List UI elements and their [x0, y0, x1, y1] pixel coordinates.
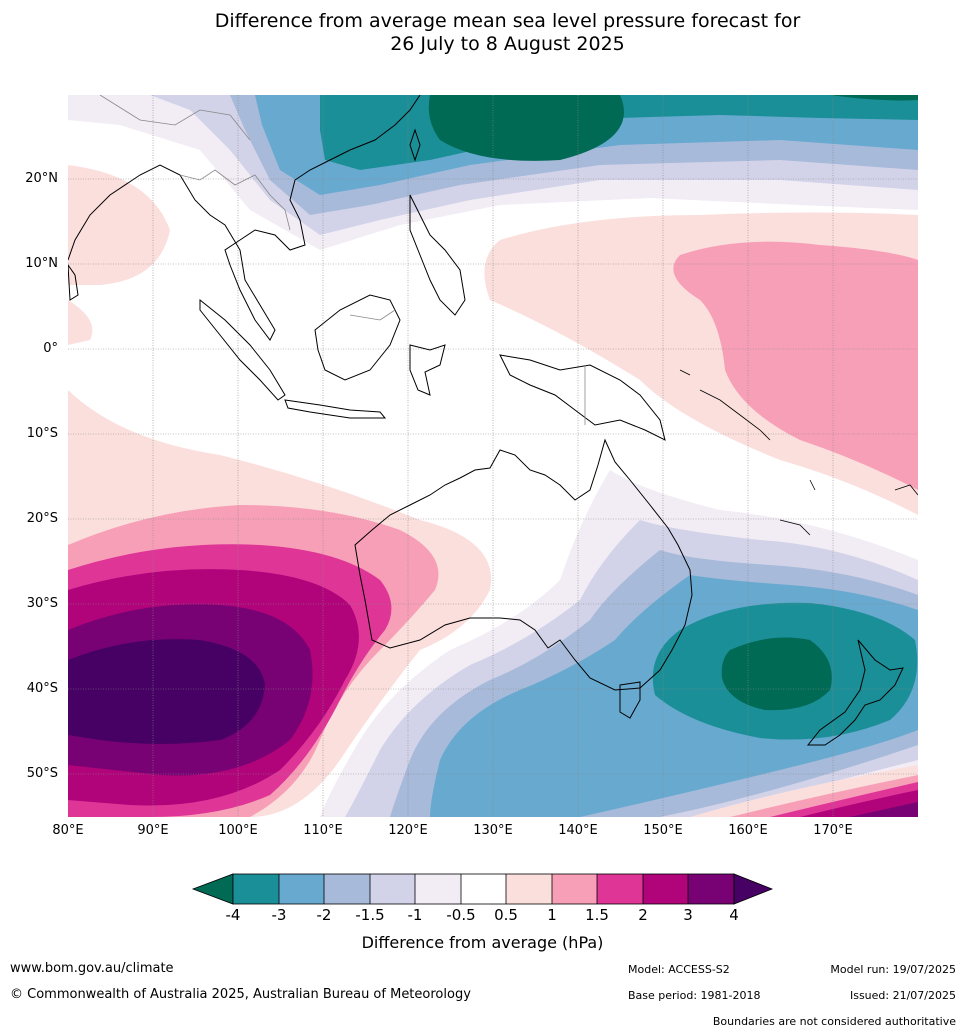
colorbar-tick: 0.5: [494, 906, 518, 924]
coast-australia: [354, 438, 693, 691]
contour-pos4-indian: [68, 639, 265, 744]
contour-pos05-west: [68, 165, 170, 285]
coast-borneo: [314, 294, 401, 381]
colorbar-swatch: [279, 874, 324, 904]
lat-label: 20°S: [26, 511, 58, 526]
colorbar-arrow-high: [733, 873, 774, 905]
lat-label: 10°S: [26, 426, 58, 441]
title-line-1: Difference from average mean sea level p…: [214, 10, 801, 32]
colorbar-swatch: [461, 874, 506, 904]
coast-philippines: [409, 194, 466, 316]
coastlines: [68, 95, 904, 746]
lon-label: 110°E: [303, 823, 343, 838]
contour-neg4-south: [721, 637, 832, 711]
website-link[interactable]: www.bom.gov.au/climate: [10, 961, 174, 976]
coast-sulawesi: [409, 344, 446, 396]
coast-sri-lanka: [68, 264, 79, 301]
colorbar-swatch: [415, 874, 461, 904]
country-borders: [99, 95, 586, 425]
colorbar-swatch: [506, 874, 552, 904]
disclaimer-text: Boundaries are not considered authoritat…: [712, 1015, 956, 1028]
colorbar-tick: -2: [316, 906, 332, 924]
lon-label: 80°E: [52, 823, 84, 838]
colorbar-tick: 4: [729, 906, 739, 924]
lon-label: 120°E: [388, 823, 428, 838]
lat-label: 30°S: [26, 596, 58, 611]
lon-label: 150°E: [643, 823, 683, 838]
colorbar-swatch: [233, 874, 279, 904]
copyright-text: © Commonwealth of Australia 2025, Austra…: [10, 987, 471, 1002]
colorbar-swatch: [688, 874, 734, 904]
model-text: Model: ACCESS-S2: [628, 963, 730, 976]
lon-label: 100°E: [218, 823, 258, 838]
lat-label: 10°N: [25, 256, 58, 271]
colorbar-tick: 1.5: [585, 906, 609, 924]
colorbar-tick: 3: [683, 906, 693, 924]
lat-label: 0°: [43, 341, 58, 356]
lon-label: 170°E: [813, 823, 853, 838]
coast-new-guinea: [499, 354, 666, 441]
lon-label: 130°E: [473, 823, 513, 838]
lon-label: 140°E: [558, 823, 598, 838]
contour-pos3-se: [850, 802, 918, 817]
gridlines: [68, 95, 918, 817]
contour-pos1-pacific: [673, 241, 918, 490]
colorbar-label: Difference from average (hPa): [361, 933, 604, 952]
coast-tasmania: [619, 681, 641, 719]
colorbar-tick: -4: [225, 906, 241, 924]
title-line-2: 26 July to 8 August 2025: [390, 33, 625, 55]
colorbar-swatch: [324, 874, 370, 904]
coast-taiwan: [409, 128, 421, 162]
lon-label: 90°E: [137, 823, 169, 838]
colorbar-swatch: [597, 874, 643, 904]
lat-label: 40°S: [26, 681, 58, 696]
coast-asia-mainland: [68, 95, 421, 341]
contour-band-neg4-north: [428, 95, 624, 161]
map-title: Difference from average mean sea level p…: [0, 10, 965, 56]
coast-new-zealand: [806, 639, 904, 746]
lon-label: 160°E: [728, 823, 768, 838]
contour-band-neg4-ne: [830, 95, 918, 101]
islands: [679, 369, 918, 536]
colorbar: [191, 873, 774, 905]
colorbar-swatch: [370, 874, 415, 904]
coast-sumatra: [199, 298, 286, 401]
contour-pos05-westlow: [68, 300, 93, 345]
model-run-text: Model run: 19/07/2025: [830, 963, 956, 976]
colorbar-arrow-low: [191, 873, 234, 905]
lat-label: 20°N: [25, 171, 58, 186]
coast-java: [284, 399, 387, 419]
base-period-text: Base period: 1981-2018: [628, 989, 761, 1002]
issued-text: Issued: 21/07/2025: [849, 989, 956, 1002]
colorbar-tick: 2: [638, 906, 648, 924]
lat-label: 50°S: [26, 766, 58, 781]
colorbar-tick: -0.5: [446, 906, 476, 924]
colorbar-tick: -3: [271, 906, 287, 924]
colorbar-swatch: [552, 874, 597, 904]
colorbar-tick: -1: [407, 906, 423, 924]
colorbar-tick: 1: [547, 906, 557, 924]
colorbar-tick: -1.5: [355, 906, 385, 924]
colorbar-swatch: [643, 874, 688, 904]
